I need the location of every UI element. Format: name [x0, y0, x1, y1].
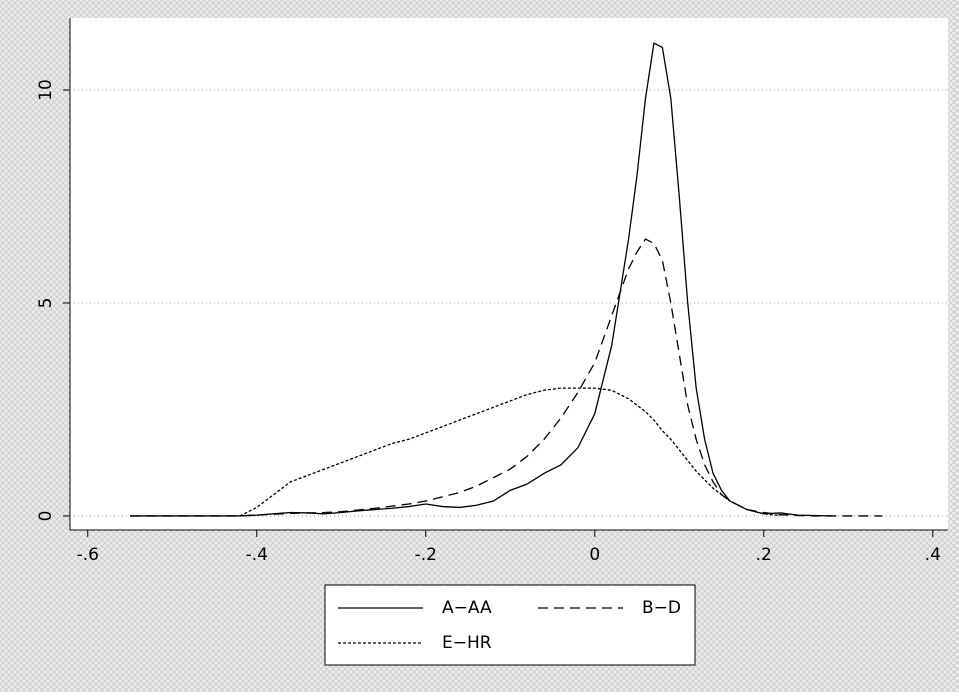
x-tick-label: -.2 [415, 545, 437, 565]
x-tick-label: -.6 [77, 545, 99, 565]
y-tick-label: 0 [36, 511, 56, 522]
density-line [239, 387, 781, 517]
legend-label: A−AA [442, 598, 492, 618]
legend-box [324, 584, 696, 666]
legend-label: E−HR [442, 633, 492, 653]
x-tick-label: .2 [756, 545, 772, 565]
x-tick-label: 0 [589, 545, 600, 565]
y-tick-label: 10 [36, 79, 56, 101]
x-tick-label: -.4 [246, 545, 268, 565]
y-tick-label: 5 [36, 298, 56, 309]
plot-area [70, 18, 948, 530]
density-line [129, 238, 883, 517]
legend-label: B−D [642, 598, 681, 618]
x-tick-label: .4 [925, 545, 941, 565]
